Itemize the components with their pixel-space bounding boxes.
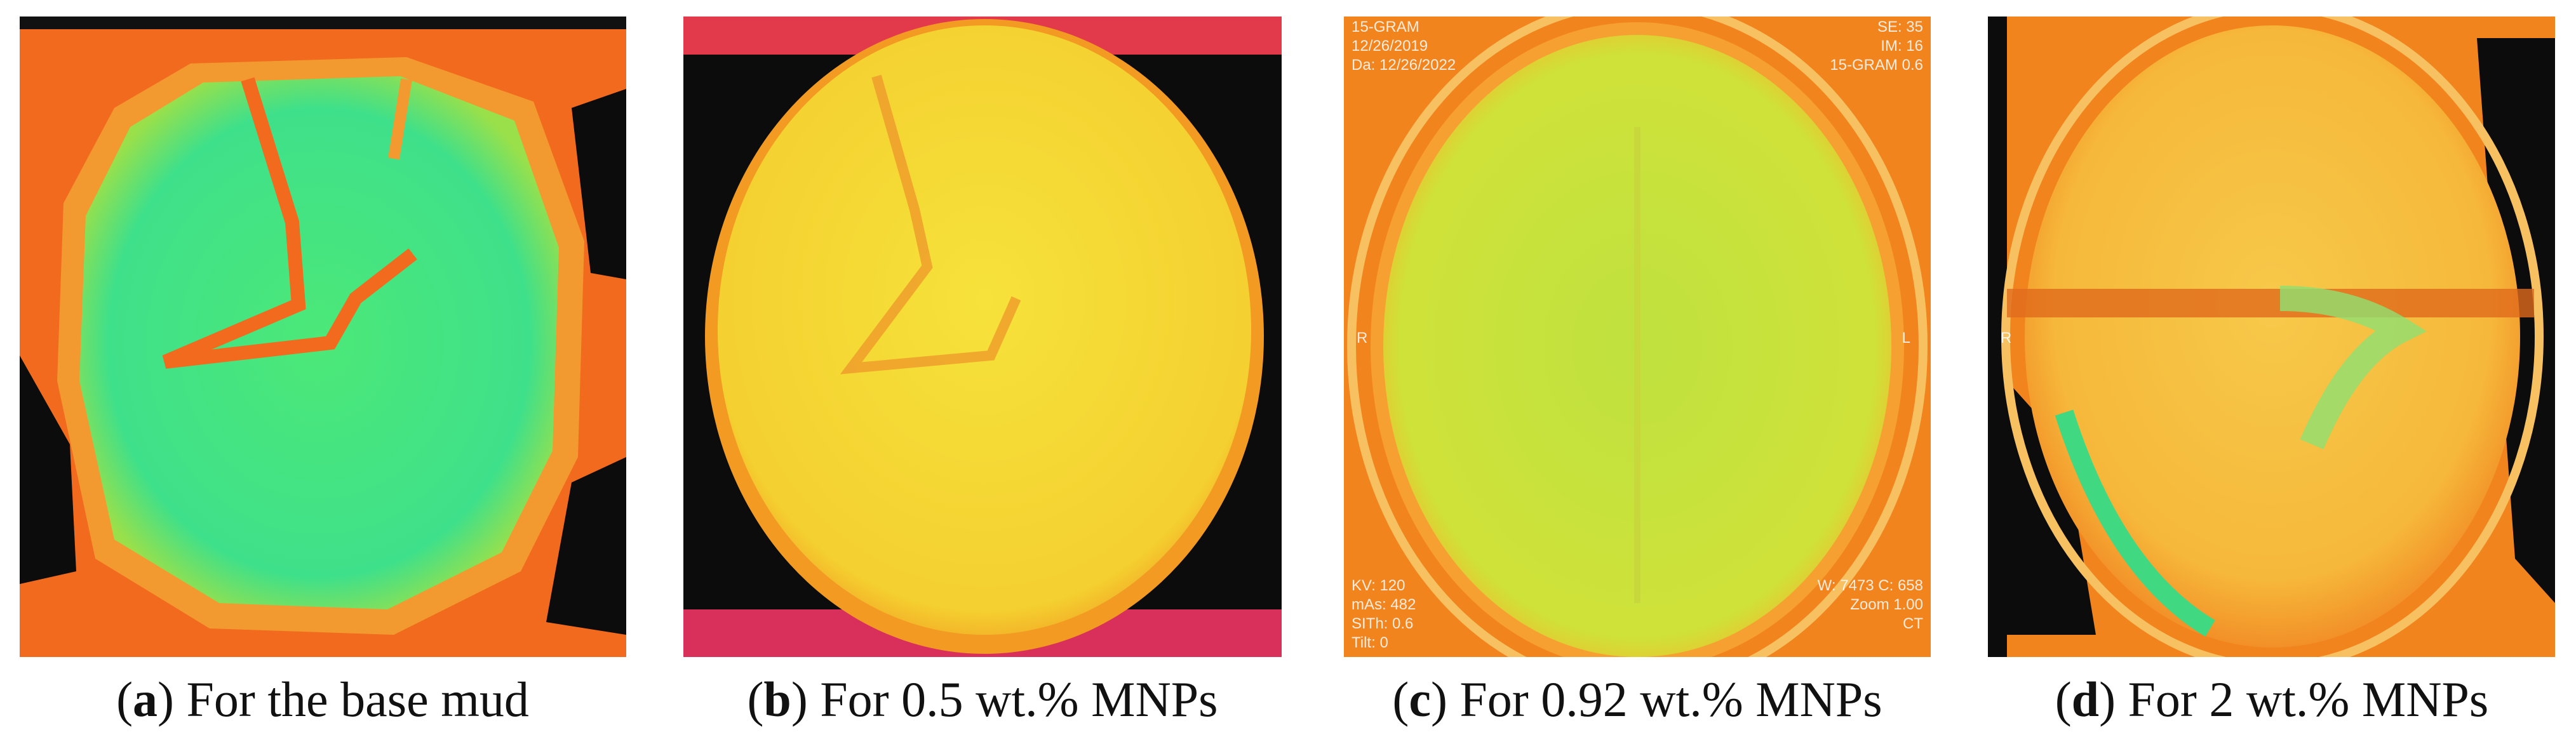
overlay-marker: R: [2001, 329, 2011, 347]
caption-open: (: [2055, 672, 2072, 727]
overlay-text: 15-GRAM: [1352, 18, 1419, 36]
overlay-text: IM: 16: [1881, 37, 1923, 55]
overlay-text: CT: [1903, 615, 1923, 632]
overlay-text: 12/26/2019: [1352, 37, 1428, 55]
caption: (a) For the base mud: [116, 672, 529, 727]
caption-open: (: [1392, 672, 1409, 727]
caption-label: b: [763, 672, 791, 727]
overlay-text: Tilt: 0: [1352, 634, 1388, 651]
image-c: [1344, 17, 1931, 657]
overlay-text: Zoom 1.00: [1850, 596, 1923, 613]
caption-label: c: [1409, 672, 1431, 727]
caption-label: d: [2072, 672, 2099, 727]
caption-text: ) For 0.92 wt.% MNPs: [1431, 672, 1882, 727]
image-b: [683, 17, 1282, 657]
overlay-text: KV: 120: [1352, 577, 1405, 594]
overlay-text: Da: 12/26/2022: [1352, 56, 1456, 74]
overlay-text: SITh: 0.6: [1352, 615, 1413, 632]
image-d: [1988, 17, 2555, 657]
image-a: [20, 17, 626, 657]
caption: (b) For 0.5 wt.% MNPs: [747, 672, 1218, 727]
caption-text: ) For the base mud: [158, 672, 529, 727]
caption: (c) For 0.92 wt.% MNPs: [1392, 672, 1882, 727]
caption-text: ) For 0.5 wt.% MNPs: [791, 672, 1218, 727]
caption-open: (: [747, 672, 763, 727]
overlay-text: mAs: 482: [1352, 596, 1416, 613]
overlay-marker: L: [1902, 329, 1910, 347]
overlay-text: SE: 35: [1877, 18, 1923, 36]
overlay-marker: R: [1357, 329, 1367, 347]
overlay-text: W: 7473 C: 658: [1818, 577, 1923, 594]
caption-open: (: [116, 672, 133, 727]
caption-label: a: [133, 672, 158, 727]
caption-text: ) For 2 wt.% MNPs: [2099, 672, 2488, 727]
caption: (d) For 2 wt.% MNPs: [2055, 672, 2489, 727]
overlay-text: 15-GRAM 0.6: [1830, 56, 1923, 74]
